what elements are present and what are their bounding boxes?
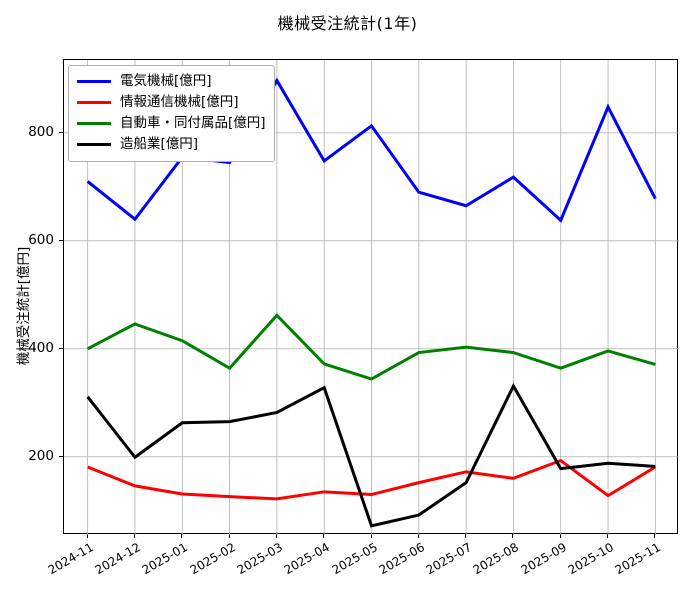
x-tick-label: 2025-07	[423, 540, 475, 578]
legend-swatch-icon	[77, 143, 111, 146]
series-line	[86, 313, 656, 381]
x-tick-label: 2025-09	[518, 540, 569, 578]
chart-legend[interactable]: 電気機械[億円] 情報通信機械[億円] 自動車・同付属品[億円] 造船業[億円]	[68, 65, 275, 162]
x-tick-label: 2024-12	[92, 540, 143, 578]
legend-label: 情報通信機械[億円]	[120, 93, 239, 110]
x-tick-label: 2025-02	[187, 540, 238, 578]
x-tick-label: 2025-06	[376, 540, 427, 578]
x-tick-label: 2025-04	[281, 540, 333, 578]
legend-item[interactable]: 造船業[億円]	[77, 134, 266, 155]
x-tick-label: 2025-08	[470, 540, 522, 578]
series-line	[86, 382, 656, 528]
y-axis-label: 機械受注統計[億円]	[16, 246, 32, 366]
x-tick-label: 2025-11	[612, 540, 664, 578]
chart-title: 機械受注統計(1年)	[277, 14, 418, 33]
legend-item[interactable]: 情報通信機械[億円]	[77, 92, 266, 113]
x-tick-label: 2025-10	[565, 540, 617, 578]
y-tick-label: 800	[28, 123, 54, 140]
series-line	[87, 458, 657, 501]
x-tick-label: 2025-01	[139, 540, 191, 578]
legend-item[interactable]: 電気機械[億円]	[77, 71, 266, 92]
y-tick-label: 200	[28, 447, 54, 464]
legend-item[interactable]: 自動車・同付属品[億円]	[77, 113, 266, 134]
x-tick-label: 2025-05	[329, 540, 380, 578]
plot-lines	[64, 60, 679, 535]
x-tick-label: 2025-03	[234, 540, 285, 578]
x-tick-label: 2024-11	[45, 540, 96, 578]
legend-label: 電気機械[億円]	[120, 72, 212, 89]
legend-swatch-icon	[77, 122, 111, 125]
legend-swatch-icon	[77, 101, 111, 104]
legend-swatch-icon	[77, 80, 111, 83]
legend-label: 造船業[億円]	[120, 135, 199, 152]
legend-label: 自動車・同付属品[億円]	[120, 114, 266, 131]
